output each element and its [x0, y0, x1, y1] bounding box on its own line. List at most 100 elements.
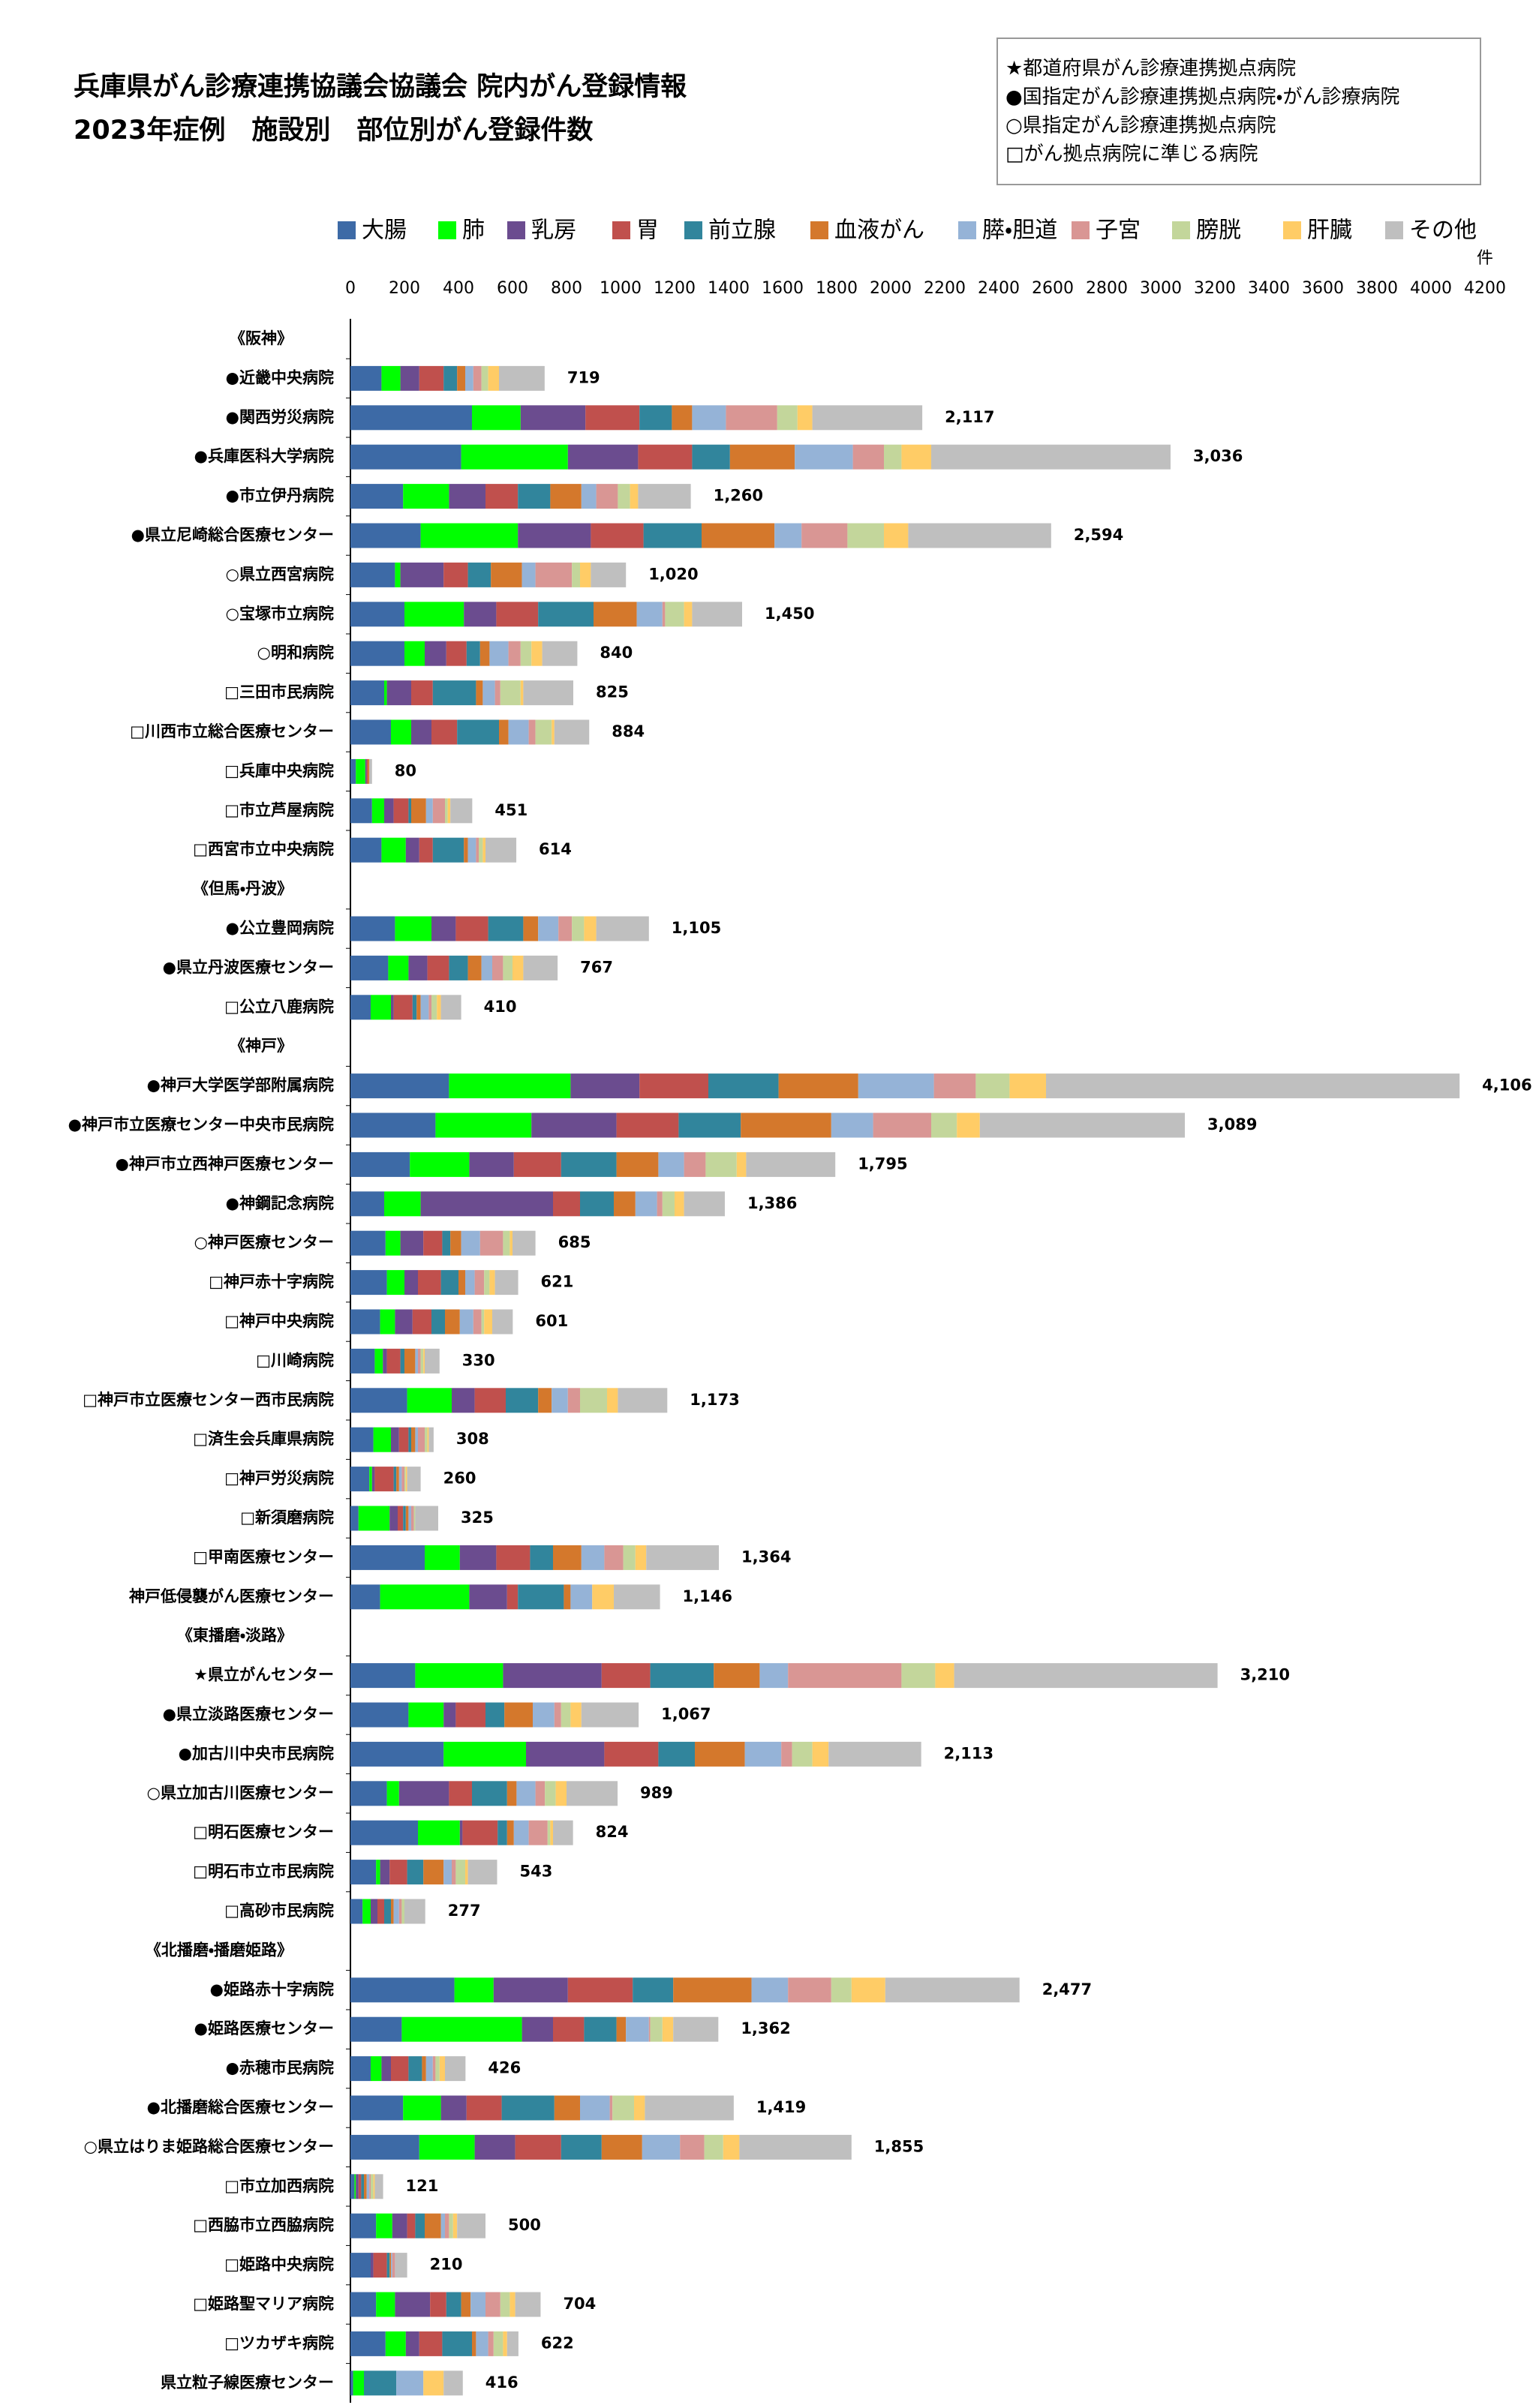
- bar-segment: [353, 2370, 364, 2396]
- bar-segment: [419, 2331, 443, 2356]
- y-tick-label: □甲南医療センター: [193, 1548, 334, 1566]
- total-label: 4,106: [1482, 1076, 1531, 1094]
- bar-segment: [512, 1230, 536, 1256]
- bar-segment: [455, 1702, 485, 1728]
- bar-segment: [494, 680, 500, 706]
- bar-segment: [638, 484, 691, 509]
- bar-segment: [395, 1309, 413, 1335]
- bar-segment: [570, 1073, 640, 1099]
- bar-segment: [741, 1112, 831, 1138]
- bar-segment: [567, 1388, 580, 1413]
- bar-segment: [847, 523, 884, 548]
- bar-segment: [555, 1781, 567, 1806]
- notes-box: [996, 38, 1481, 185]
- bar-segment: [381, 365, 401, 391]
- y-tick-label: □川西市立総合医療センター: [130, 722, 334, 740]
- bar-segment: [368, 758, 370, 784]
- x-tick-label: 2200: [924, 279, 966, 298]
- bar-segment: [609, 2095, 613, 2121]
- legend-swatch: [612, 221, 630, 239]
- bar-segment: [350, 602, 404, 627]
- bar-segment: [435, 1112, 532, 1138]
- bar-segment: [415, 1348, 418, 1374]
- bar-segment: [350, 1781, 387, 1806]
- bar-segment: [449, 1781, 472, 1806]
- bar-segment: [678, 1112, 741, 1138]
- total-label: 260: [443, 1470, 476, 1488]
- bar-segment: [461, 2292, 471, 2317]
- bar-segment: [639, 1073, 708, 1099]
- bar-segment: [412, 995, 417, 1020]
- bar-segment: [398, 1427, 409, 1452]
- bar-segment: [858, 1073, 934, 1099]
- bar-segment: [851, 1977, 885, 2003]
- bar-segment: [957, 1112, 980, 1138]
- bar-segment: [485, 484, 519, 509]
- x-tick-label: 0: [345, 279, 356, 298]
- bar-segment: [500, 2292, 510, 2317]
- bar-segment: [778, 1073, 858, 1099]
- bar-segment: [604, 1545, 624, 1570]
- y-tick-label: ○県立はりま姫路総合医療センター: [84, 2137, 334, 2155]
- bar-segment: [418, 1348, 421, 1374]
- bar-segment: [440, 995, 461, 1020]
- bar-segment: [376, 2292, 395, 2317]
- legend-swatch: [684, 221, 702, 239]
- bar-segment: [884, 523, 909, 548]
- bar-segment: [350, 1467, 370, 1492]
- x-tick-label: 3600: [1302, 279, 1344, 298]
- bar-segment: [403, 484, 449, 509]
- legend-swatch: [507, 221, 525, 239]
- bar-segment: [373, 2174, 375, 2199]
- y-tick-label: □公立八鹿病院: [224, 998, 334, 1016]
- bar-segment: [371, 1899, 377, 1924]
- bar-segment: [440, 2095, 467, 2121]
- bar-segment: [450, 1230, 461, 1256]
- total-label: 622: [541, 2334, 574, 2352]
- bar-segment: [374, 1348, 383, 1374]
- bar-segment: [386, 1270, 404, 1296]
- total-label: 543: [519, 1863, 552, 1881]
- bar-segment: [350, 1191, 384, 1217]
- bar-segment: [350, 562, 395, 587]
- bar-segment: [350, 1545, 425, 1570]
- bar-segment: [350, 365, 382, 391]
- legend-label: 膵・胆道: [982, 218, 1057, 244]
- bar-segment: [675, 1191, 684, 1217]
- bar-segment: [404, 1899, 425, 1924]
- legend-swatch: [958, 221, 976, 239]
- bar-segment: [419, 2134, 475, 2160]
- bar-segment: [350, 523, 421, 548]
- bar-segment: [413, 1506, 416, 1531]
- bar-segment: [415, 2213, 425, 2238]
- bar-segment: [440, 1270, 458, 1296]
- bar-segment: [425, 1427, 428, 1452]
- bar-segment: [405, 837, 419, 863]
- bar-segment: [445, 2056, 466, 2082]
- bar-segment: [404, 1467, 406, 1492]
- bar-segment: [428, 1427, 434, 1452]
- bar-segment: [545, 1781, 556, 1806]
- bar-segment: [350, 1977, 455, 2003]
- total-label: 121: [406, 2177, 439, 2195]
- bar-segment: [408, 1702, 444, 1728]
- bar-segment: [979, 1112, 1186, 1138]
- bar-segment: [614, 1584, 660, 1610]
- bar-segment: [364, 2174, 367, 2199]
- bar-segment: [428, 995, 431, 1020]
- bar-segment: [797, 405, 813, 431]
- bar-segment: [558, 916, 573, 941]
- bar-segment: [488, 2331, 494, 2356]
- bar-segment: [350, 758, 356, 784]
- bar-segment: [553, 2016, 585, 2042]
- bar-segment: [931, 1112, 957, 1138]
- bar-segment: [350, 405, 472, 431]
- bar-segment: [623, 1545, 636, 1570]
- bar-segment: [1009, 1073, 1046, 1099]
- bar-segment: [708, 1073, 779, 1099]
- bar-segment: [646, 1545, 720, 1570]
- legend-label: 肝臓: [1307, 218, 1352, 244]
- bar-segment: [542, 641, 578, 666]
- bar-segment: [350, 955, 389, 980]
